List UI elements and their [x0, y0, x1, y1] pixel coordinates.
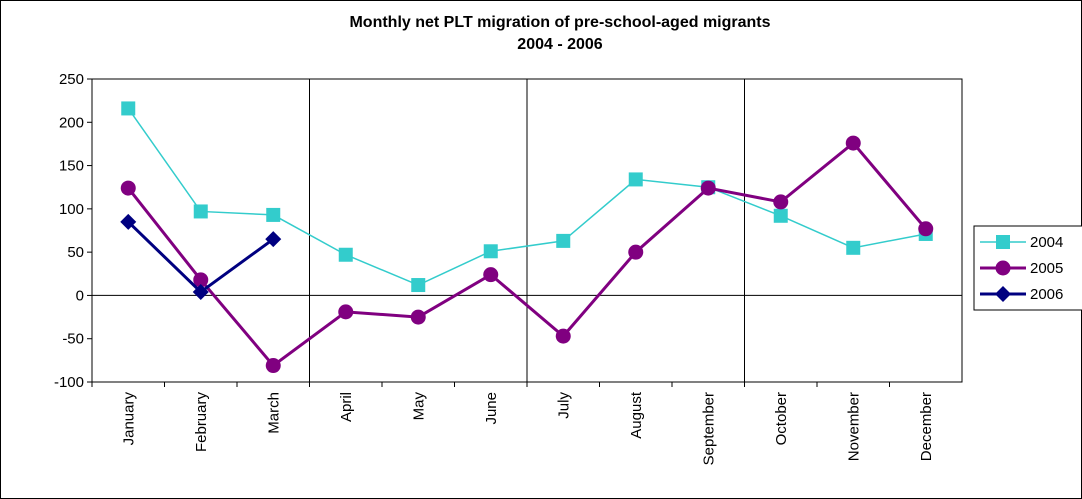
- y-tick-label: 50: [67, 244, 84, 261]
- x-tick-label: January: [120, 392, 137, 446]
- y-tick-label: -50: [62, 331, 84, 348]
- marker: [411, 278, 426, 293]
- marker: [483, 244, 498, 259]
- marker: [555, 328, 571, 344]
- x-tick-label: August: [628, 391, 645, 439]
- marker: [628, 172, 643, 187]
- marker: [918, 221, 934, 237]
- legend-label: 2005: [1030, 260, 1063, 277]
- x-tick-label: May: [410, 392, 427, 421]
- marker: [846, 240, 861, 255]
- marker: [121, 101, 136, 116]
- x-tick-label: December: [918, 392, 935, 461]
- x-tick-label: October: [773, 392, 790, 445]
- marker: [700, 180, 716, 196]
- marker: [773, 208, 788, 223]
- y-tick-label: 0: [76, 287, 84, 304]
- y-tick-label: 200: [59, 114, 84, 131]
- x-tick-label: June: [483, 392, 500, 425]
- marker: [410, 309, 426, 325]
- marker: [995, 260, 1011, 276]
- x-tick-label: April: [338, 392, 355, 422]
- marker: [120, 213, 137, 230]
- x-tick-label: July: [555, 392, 572, 419]
- marker: [265, 358, 281, 374]
- series-line: [127, 140, 927, 368]
- chart-subtitle: 2004 - 2006: [517, 36, 603, 53]
- y-tick-label: 100: [59, 201, 84, 218]
- marker: [996, 235, 1010, 249]
- chart-title: Monthly net PLT migration of pre-school-…: [349, 14, 770, 31]
- marker: [266, 207, 281, 222]
- marker: [338, 304, 354, 320]
- y-tick-label: 150: [59, 158, 84, 175]
- y-tick-label: -100: [54, 374, 84, 391]
- marker: [773, 194, 789, 210]
- marker: [628, 244, 644, 260]
- x-tick-label: February: [193, 392, 210, 453]
- marker: [192, 283, 209, 300]
- marker: [193, 272, 209, 288]
- marker: [193, 204, 208, 219]
- marker: [483, 267, 499, 283]
- x-tick-label: March: [265, 392, 282, 434]
- marker: [120, 180, 136, 196]
- marker: [556, 233, 571, 248]
- marker: [995, 286, 1011, 302]
- series-line: [127, 108, 926, 286]
- marker: [338, 247, 353, 262]
- x-tick-label: September: [700, 392, 717, 465]
- y-tick-label: 250: [59, 71, 84, 88]
- x-tick-label: November: [845, 392, 862, 461]
- marker: [265, 231, 282, 248]
- legend-label: 2006: [1030, 286, 1063, 303]
- marker: [845, 135, 861, 151]
- legend-label: 2004: [1030, 234, 1063, 251]
